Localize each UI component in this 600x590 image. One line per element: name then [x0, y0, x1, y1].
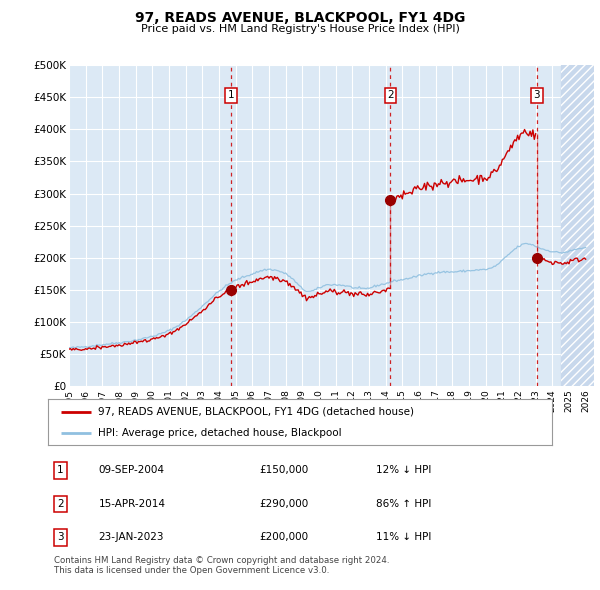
Text: HPI: Average price, detached house, Blackpool: HPI: Average price, detached house, Blac… [98, 428, 342, 438]
Text: 11% ↓ HPI: 11% ↓ HPI [376, 532, 431, 542]
Text: £290,000: £290,000 [260, 499, 309, 509]
Text: 1: 1 [227, 90, 234, 100]
Text: 12% ↓ HPI: 12% ↓ HPI [376, 466, 431, 476]
Text: 97, READS AVENUE, BLACKPOOL, FY1 4DG: 97, READS AVENUE, BLACKPOOL, FY1 4DG [135, 11, 465, 25]
Text: Price paid vs. HM Land Registry's House Price Index (HPI): Price paid vs. HM Land Registry's House … [140, 24, 460, 34]
Bar [560, 65, 594, 386]
Text: £200,000: £200,000 [260, 532, 309, 542]
Text: 2: 2 [387, 90, 394, 100]
Text: £150,000: £150,000 [260, 466, 309, 476]
Text: 23-JAN-2023: 23-JAN-2023 [98, 532, 164, 542]
Text: 3: 3 [533, 90, 540, 100]
Bar [560, 65, 594, 386]
Text: 09-SEP-2004: 09-SEP-2004 [98, 466, 164, 476]
Text: 3: 3 [57, 532, 64, 542]
Text: 97, READS AVENUE, BLACKPOOL, FY1 4DG (detached house): 97, READS AVENUE, BLACKPOOL, FY1 4DG (de… [98, 407, 415, 417]
Text: 2: 2 [57, 499, 64, 509]
Text: Contains HM Land Registry data © Crown copyright and database right 2024.
This d: Contains HM Land Registry data © Crown c… [54, 556, 389, 575]
Text: 86% ↑ HPI: 86% ↑ HPI [376, 499, 431, 509]
Text: 15-APR-2014: 15-APR-2014 [98, 499, 166, 509]
Text: 1: 1 [57, 466, 64, 476]
